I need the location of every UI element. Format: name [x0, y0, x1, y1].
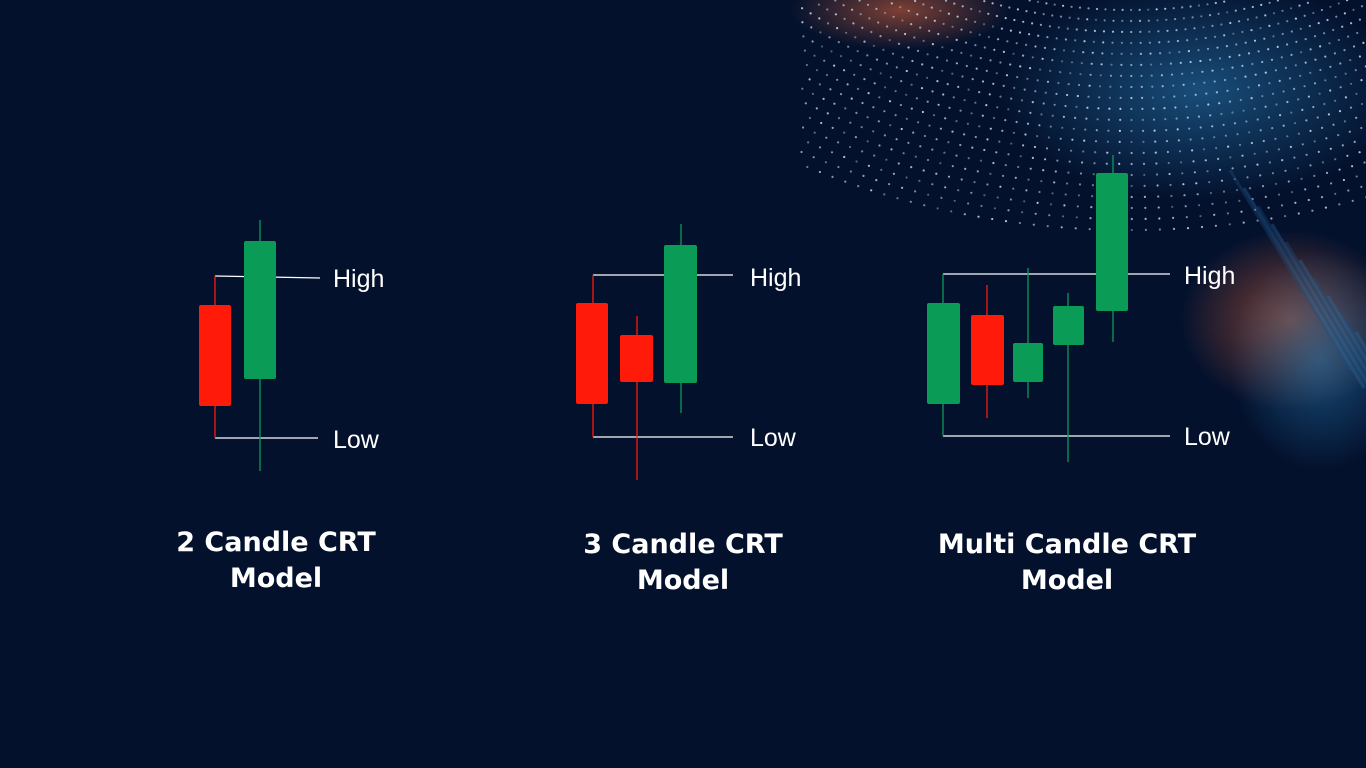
candle-5-body [1096, 173, 1128, 311]
caption-line-2: Model [907, 563, 1227, 599]
candles [199, 220, 276, 471]
candle-1-body [576, 303, 608, 404]
caption-2-candle: 2 Candle CRT Model [116, 525, 436, 597]
candle-3-body [1013, 343, 1043, 382]
candle-2-body [244, 241, 276, 379]
candle-3-body [664, 245, 697, 383]
low-label: Low [333, 426, 380, 454]
candle-1-body [199, 305, 231, 406]
candle-2-body [620, 335, 653, 382]
caption-line-1: 3 Candle CRT [523, 527, 843, 563]
model-2-candle: High Low [199, 220, 384, 471]
low-label: Low [1184, 423, 1231, 451]
model-multi-candle: High Low [927, 155, 1235, 462]
candle-1-body [927, 303, 960, 404]
high-label: High [1184, 262, 1235, 290]
high-label: High [333, 265, 384, 293]
caption-3-candle: 3 Candle CRT Model [523, 527, 843, 599]
model-3-candle: High Low [576, 224, 801, 480]
caption-line-2: Model [523, 563, 843, 599]
low-label: Low [750, 424, 797, 452]
high-label: High [750, 264, 801, 292]
candle-4-body [1053, 306, 1084, 345]
caption-line-1: Multi Candle CRT [907, 527, 1227, 563]
caption-line-2: Model [116, 561, 436, 597]
candles [927, 155, 1128, 462]
candle-2-body [971, 315, 1004, 385]
caption-line-1: 2 Candle CRT [116, 525, 436, 561]
candles [576, 224, 697, 480]
caption-multi-candle: Multi Candle CRT Model [907, 527, 1227, 599]
